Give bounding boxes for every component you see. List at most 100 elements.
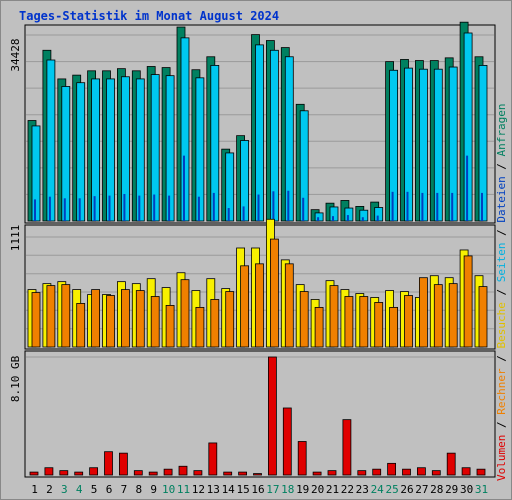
legend-sep: / (495, 282, 508, 302)
middle-panel-border (24, 224, 496, 350)
x-day-label: 14 (222, 483, 236, 496)
x-day-label: 26 (400, 483, 413, 496)
legend-rechner: Rechner (495, 368, 508, 415)
bar-dateien (436, 192, 439, 221)
y-ticks: 34428 1111 8.10 GB (9, 38, 22, 402)
bar-dateien (481, 192, 483, 221)
bar-rechner (448, 283, 458, 348)
bar-dateien (391, 191, 394, 221)
bar-rechner (225, 291, 235, 348)
bar-dateien (451, 192, 454, 221)
x-day-label: 6 (106, 483, 113, 496)
y-tick-bottom: 8.10 GB (9, 355, 22, 402)
bar-dateien (108, 195, 111, 221)
x-day-label: 28 (430, 483, 443, 496)
x-day-label: 13 (207, 483, 220, 496)
y-tick-top: 34428 (9, 38, 22, 71)
bar-rechner (31, 292, 41, 348)
bar-dateien (272, 191, 275, 221)
bar-volumen (461, 467, 471, 476)
bar-rechner (240, 265, 250, 348)
bar-dateien (376, 215, 379, 221)
bar-rechner (374, 302, 384, 348)
bar-volumen (253, 473, 262, 476)
bar-dateien (123, 193, 126, 221)
bar-volumen (104, 451, 113, 476)
legend: Volumen / Rechner / Besuche / Seiten / D… (495, 103, 508, 481)
bar-volumen (372, 468, 382, 476)
bar-rechner (76, 303, 86, 348)
bar-rechner (478, 286, 488, 348)
legend-volumen: Volumen (495, 435, 508, 481)
bar-dateien (317, 217, 320, 221)
bar-volumen (238, 471, 248, 476)
bar-volumen (223, 471, 233, 476)
bar-volumen (163, 468, 173, 476)
bar-volumen (312, 471, 322, 476)
bars (27, 21, 488, 476)
legend-dateien: Dateien (495, 176, 508, 222)
x-day-label: 7 (121, 483, 128, 496)
legend-sep: / (495, 349, 508, 369)
bar-rechner (329, 285, 339, 348)
bar-rechner (180, 279, 190, 348)
bar-rechner (344, 296, 354, 348)
bar-rechner (210, 299, 220, 348)
chart-title: Tages-Statistik im Monat August 2024 (19, 9, 280, 23)
bar-rechner (433, 284, 443, 348)
x-day-label: 16 (251, 483, 264, 496)
bar-dateien (63, 198, 66, 221)
x-axis-day-labels: 1 2 3 4 5 6 7 8 9 10 11 12 13 14 15 16 17 18 19 20 21 22 23 24 2… (31, 483, 488, 496)
bar-dateien (78, 198, 81, 221)
bar-rechner (61, 284, 71, 348)
top-panel-border (24, 24, 496, 224)
bar-volumen (119, 452, 128, 476)
bar-volumen (29, 471, 39, 476)
bar-dateien (212, 192, 215, 221)
x-day-label: 30 (460, 483, 473, 496)
bar-dateien (197, 196, 200, 221)
x-day-label: 1 (31, 483, 38, 496)
bar-volumen (387, 462, 397, 476)
x-day-label: 24 (371, 483, 385, 496)
bottom-panel-border (24, 350, 496, 478)
x-day-label: 3 (61, 483, 68, 496)
x-day-label: 11 (177, 483, 190, 496)
x-day-label: 19 (296, 483, 309, 496)
bar-rechner (299, 291, 309, 348)
bar-rechner (269, 238, 279, 348)
x-day-label: 8 (135, 483, 142, 496)
bar-rechner (359, 296, 369, 348)
x-day-label: 22 (341, 483, 354, 496)
bar-dateien (302, 197, 305, 221)
bar-rechner (150, 296, 160, 348)
x-day-label: 21 (326, 483, 339, 496)
bar-volumen (44, 467, 54, 476)
bar-volumen (193, 470, 203, 476)
bar-dateien (346, 215, 349, 221)
bar-dateien (138, 195, 141, 221)
bar-volumen (148, 471, 158, 476)
bar-dateien (406, 191, 409, 221)
bar-dateien (421, 192, 424, 221)
x-day-label: 12 (192, 483, 205, 496)
bar-rechner (404, 295, 413, 348)
bar-rechner (106, 295, 115, 348)
bar-dateien (287, 190, 290, 221)
bar-volumen (446, 452, 456, 476)
bar-rechner (463, 255, 473, 348)
x-day-label: 4 (76, 483, 83, 496)
bar-volumen (402, 468, 411, 476)
x-day-label: 20 (311, 483, 324, 496)
legend-sep: / (495, 156, 508, 176)
bar-volumen (208, 442, 218, 476)
bar-volumen (133, 470, 143, 476)
bar-dateien (361, 217, 364, 221)
legend-sep: / (495, 223, 508, 243)
x-day-label: 17 (266, 483, 279, 496)
bar-dateien (153, 194, 156, 221)
bar-volumen (267, 356, 277, 476)
bar-rechner (46, 285, 56, 348)
